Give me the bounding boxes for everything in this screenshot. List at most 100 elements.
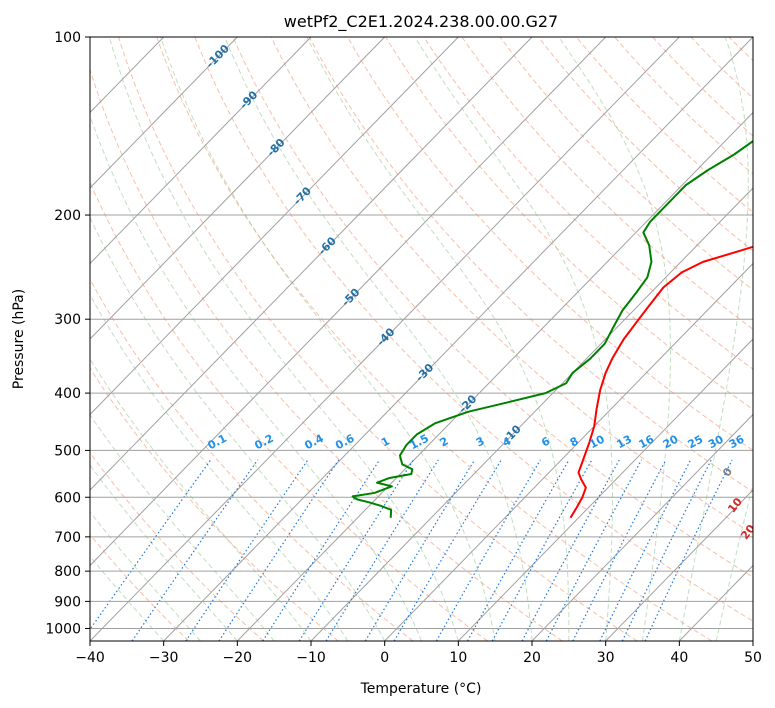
- mixing-ratio-line: [491, 459, 593, 641]
- moist-adiabat-line: [90, 464, 238, 641]
- dry-adiabat-line: [767, 37, 775, 641]
- dry-adiabat-line: [652, 37, 753, 137]
- moist-adiabat-line: [306, 37, 570, 641]
- mixing-ratio-line: [298, 459, 414, 641]
- y-tick-label: 600: [54, 490, 81, 506]
- x-tick-label: −10: [296, 650, 326, 666]
- mixing-ratio-label: 36: [727, 432, 747, 451]
- isotherm-line: [90, 37, 459, 416]
- isotherm-line: [90, 37, 680, 641]
- dry-adiabat-line: [90, 533, 190, 641]
- mixing-ratio-label: 0.2: [252, 432, 275, 453]
- dry-adiabat-line: [270, 37, 753, 535]
- dry-adiabat-line: [156, 37, 712, 641]
- dry-adiabat-line: [461, 37, 753, 330]
- moist-adiabat-line: [90, 293, 349, 641]
- mixing-ratio-line: [393, 459, 502, 641]
- moist-adiabat-line: [90, 114, 422, 641]
- moist-adiabat-line: [752, 638, 753, 641]
- y-tick-label: 500: [54, 443, 81, 459]
- isotherm-line: [457, 338, 753, 641]
- mixing-ratio-line: [621, 459, 712, 641]
- moist-adiabat-line: [414, 37, 614, 641]
- dry-adiabat-line: [194, 37, 753, 622]
- background-lines: [90, 37, 775, 641]
- x-axis-title: Temperature (°C): [360, 681, 482, 697]
- mixing-ratio-line: [90, 459, 212, 631]
- mixing-ratio-line: [364, 459, 476, 641]
- mixing-ratio-label: 30: [706, 432, 726, 451]
- isotherm-line: [90, 37, 386, 340]
- moist-adiabat-line: [715, 482, 753, 641]
- dry-adiabat-line: [690, 37, 753, 99]
- dewpoint-profile-line: [351, 139, 753, 518]
- mixing-ratio-line: [218, 459, 340, 641]
- dry-adiabat-line: [385, 37, 753, 411]
- mixing-ratio-label: 10: [587, 432, 607, 451]
- moist-adiabat-line: [90, 358, 312, 641]
- dry-adiabat-line: [118, 37, 638, 641]
- moist-adiabat-line: [90, 216, 386, 641]
- moist-adiabat-line: [90, 511, 201, 641]
- mixing-ratio-label: 1: [379, 434, 392, 449]
- isotherm-line: [752, 640, 753, 641]
- mixing-ratio-line: [131, 459, 259, 641]
- y-tick-label: 900: [54, 594, 81, 610]
- dry-adiabat-line: [232, 37, 753, 578]
- isotherm-line: [90, 37, 533, 491]
- mixing-ratio-line: [599, 459, 692, 641]
- dry-adiabat-line: [347, 37, 753, 451]
- dry-adiabat-line: [90, 68, 563, 641]
- y-tick-label: 100: [54, 30, 81, 46]
- moist-adiabat-label: 30: [754, 549, 774, 569]
- moist-adiabat-line: [160, 37, 496, 641]
- moist-adiabat-line: [224, 37, 533, 641]
- x-tick-label: 30: [597, 650, 615, 666]
- y-tick-label: 300: [54, 312, 81, 328]
- chart-title: wetPf2_C2E1.2024.238.00.00.G27: [284, 12, 558, 32]
- x-tick-label: 50: [744, 650, 762, 666]
- x-tick-label: 20: [523, 650, 541, 666]
- y-tick-label: 200: [54, 208, 81, 224]
- moist-adiabat-label: 0: [720, 465, 735, 479]
- mixing-ratio-line: [644, 459, 733, 641]
- data-series: [351, 139, 753, 519]
- y-tick-label: 700: [54, 530, 81, 546]
- plot-frame: [89, 36, 754, 642]
- mixing-ratio-label: 1.5: [408, 432, 431, 453]
- x-tick-label: −20: [223, 650, 253, 666]
- mixing-ratio-line: [521, 459, 620, 641]
- mixing-ratio-line: [435, 459, 541, 641]
- moist-adiabat-line: [678, 37, 749, 641]
- dry-adiabat-line: [90, 451, 264, 641]
- isotherm-line: [90, 37, 238, 189]
- dry-adiabat-line: [537, 37, 753, 252]
- y-tick-label: 800: [54, 564, 81, 580]
- dry-adiabat-line: [90, 278, 414, 641]
- y-axis-title: Pressure (hPa): [11, 289, 27, 389]
- y-tick-label: 400: [54, 386, 81, 402]
- moist-adiabat-label: 10: [725, 495, 745, 515]
- mixing-ratio-label: 16: [637, 432, 657, 451]
- dry-adiabat-line: [90, 367, 339, 641]
- dry-adiabat-line: [614, 37, 753, 175]
- moist-adiabat-line: [558, 37, 671, 641]
- x-tick-label: 40: [670, 650, 688, 666]
- axes: −40 −30 −20 −10 0 10 20 30 40 50 1000 900 800 700 600 5…: [45, 30, 762, 666]
- x-tick-label: −30: [149, 650, 179, 666]
- mixing-ratio-label: 20: [661, 432, 681, 451]
- x-tick-label: −40: [75, 650, 105, 666]
- y-tick-label: 1000: [45, 621, 81, 637]
- dry-adiabat-line: [728, 37, 753, 62]
- mixing-ratio-label: 13: [614, 433, 634, 452]
- isotherm-line: [531, 413, 753, 641]
- isotherm-line: [90, 37, 607, 567]
- isotherm-line: [163, 37, 753, 641]
- dry-adiabat-line: [90, 181, 488, 641]
- isotherm-line: [384, 262, 753, 641]
- isotherm-line: [605, 489, 753, 641]
- isotherm-line: [310, 187, 753, 641]
- mixing-ratio-line: [185, 459, 309, 641]
